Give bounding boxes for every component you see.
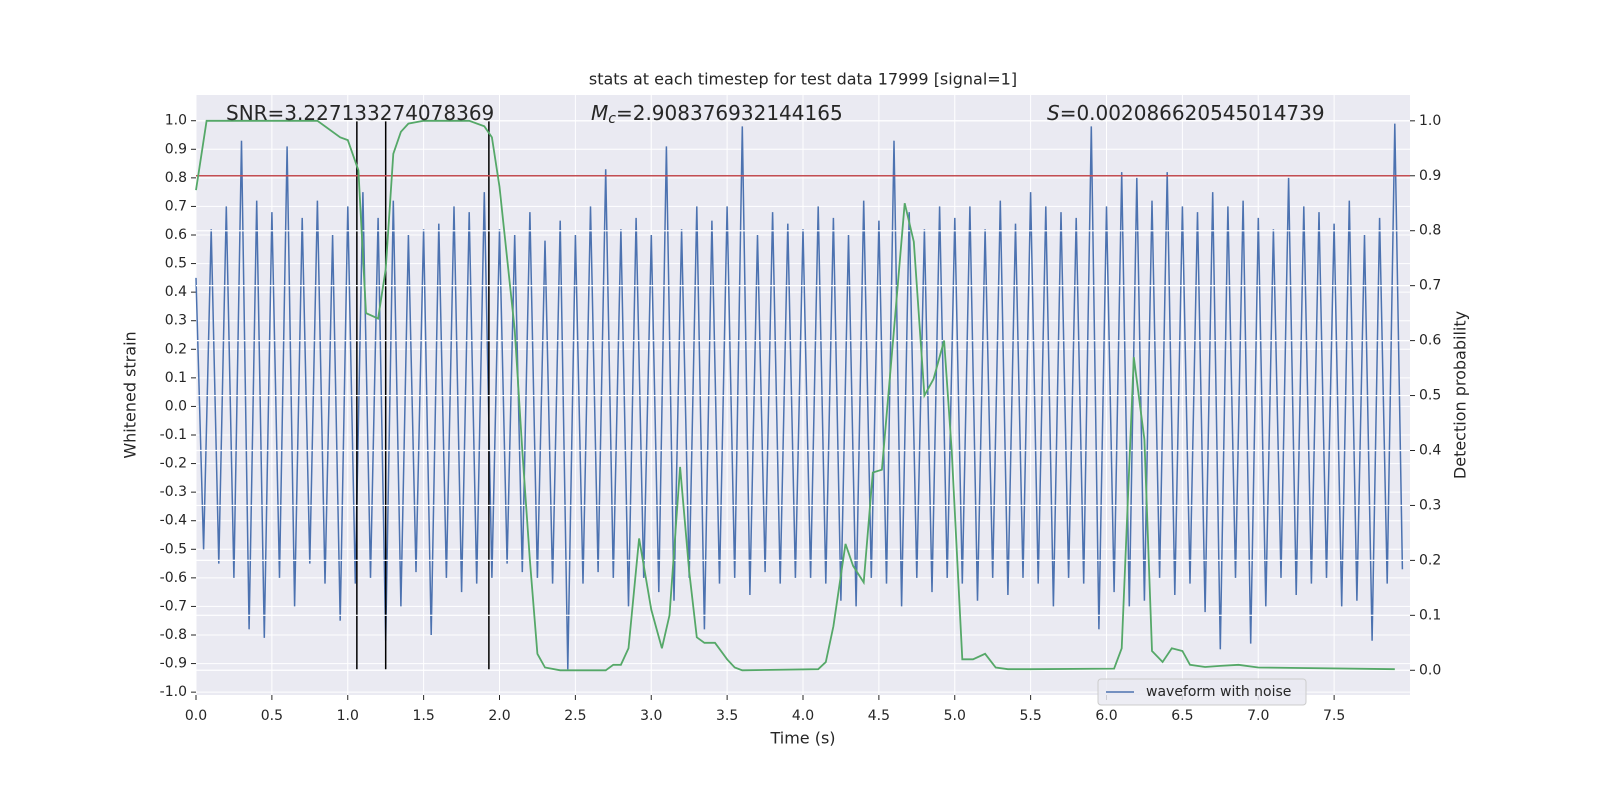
y-tick-label: -0.2: [160, 456, 187, 472]
y2-tick-label: 0.1: [1419, 607, 1441, 623]
annotation: S=0.002086620545014739: [1047, 101, 1325, 125]
y-tick-label: -0.9: [160, 656, 187, 672]
annotation-subscript: c: [608, 111, 616, 127]
y-tick-label: -0.1: [160, 427, 187, 443]
y-tick-label: 0.7: [165, 198, 187, 214]
y2-tick-label: 0.0: [1419, 662, 1441, 678]
y2-tick-label: 0.3: [1419, 497, 1441, 513]
series-line: [195, 119, 1395, 672]
annotation: SNR=3.227133274078369: [226, 101, 494, 125]
annotation: Mc=2.908376932144165: [591, 101, 843, 128]
y2-tick-label: 0.8: [1419, 223, 1441, 239]
y-tick-label: 0.5: [165, 256, 187, 272]
x-tick-label: 1.0: [337, 708, 359, 724]
y-tick-label: 0.9: [165, 141, 187, 157]
annotation-symbol: S: [1047, 101, 1060, 125]
y-tick-label: 0.0: [165, 398, 187, 414]
y-tick-label: -0.4: [160, 513, 187, 529]
x-tick-label: 6.0: [1095, 708, 1117, 724]
y-axis-label: Whitened strain: [121, 331, 140, 458]
y-tick-label: -1.0: [160, 684, 187, 700]
x-tick-label: 0.5: [261, 708, 283, 724]
y-tick-label: -0.3: [160, 484, 187, 500]
x-tick-label: 3.5: [716, 708, 738, 724]
x-tick-label: 1.5: [412, 708, 434, 724]
legend-label: waveform with noise: [1146, 684, 1291, 700]
chart-title: stats at each timestep for test data 179…: [589, 70, 1017, 89]
annotation-text: =2.908376932144165: [616, 101, 843, 125]
y-tick-label: 0.2: [165, 341, 187, 357]
y-tick-label: -0.5: [160, 541, 187, 557]
x-tick-label: 2.5: [564, 708, 586, 724]
annotation-text: SNR=3.227133274078369: [226, 101, 494, 125]
y2-tick-label: 0.4: [1419, 442, 1441, 458]
x-tick-label: 5.0: [944, 708, 966, 724]
annotation-symbol: M: [591, 101, 608, 125]
y-tick-label: 1.0: [165, 113, 187, 129]
y2-tick-label: 0.5: [1419, 388, 1441, 404]
x-tick-label: 7.5: [1323, 708, 1345, 724]
legend-box: [1097, 678, 1307, 706]
y-tick-label: 0.6: [165, 227, 187, 243]
y2-tick-label: 0.2: [1419, 552, 1441, 568]
y-tick-label: 0.8: [165, 170, 187, 186]
y-tick-label: 0.1: [165, 370, 187, 386]
y-tick-label: -0.7: [160, 598, 187, 614]
x-tick-label: 4.0: [792, 708, 814, 724]
x-tick-label: 4.5: [868, 708, 890, 724]
x-tick-label: 3.0: [640, 708, 662, 724]
y2-axis-label: Detection probability: [1451, 311, 1470, 479]
x-tick-label: 5.5: [1019, 708, 1041, 724]
x-tick-label: 7.0: [1247, 708, 1269, 724]
x-tick-label: 6.5: [1171, 708, 1193, 724]
x-tick-label: 0.0: [185, 708, 207, 724]
y2-tick-label: 1.0: [1419, 113, 1441, 129]
y-tick-label: -0.8: [160, 627, 187, 643]
annotation-text: =0.002086620545014739: [1060, 101, 1325, 125]
y2-tick-label: 0.7: [1419, 278, 1441, 294]
y-tick-label: -0.6: [160, 570, 187, 586]
y2-tick-label: 0.6: [1419, 333, 1441, 349]
y-tick-label: 0.3: [165, 313, 187, 329]
y-tick-label: 0.4: [165, 284, 187, 300]
series-line: [195, 123, 1404, 670]
x-tick-label: 2.0: [488, 708, 510, 724]
x-axis-label: Time (s): [769, 729, 835, 748]
y2-tick-label: 0.9: [1419, 168, 1441, 184]
